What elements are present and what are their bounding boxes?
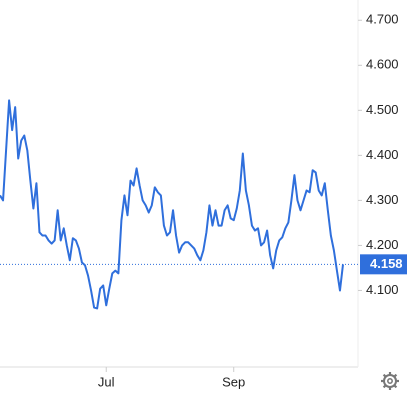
- price-line: [0, 99, 344, 310]
- last-price-label: 4.158: [370, 256, 403, 271]
- x-tick-label: Jul: [98, 374, 115, 389]
- y-tick-label: 4.100: [366, 282, 399, 297]
- gear-teeth: [381, 372, 399, 390]
- gear-hole: [387, 378, 393, 384]
- x-tick-label: Sep: [222, 374, 245, 389]
- y-tick-label: 4.500: [366, 102, 399, 117]
- y-tick-label: 4.300: [366, 192, 399, 207]
- last-price-badge: [360, 254, 407, 275]
- y-tick-label: 4.400: [366, 147, 399, 162]
- settings-icon[interactable]: [381, 372, 399, 390]
- y-tick-label: 4.600: [366, 57, 399, 72]
- y-tick-label: 4.700: [366, 12, 399, 27]
- y-tick-label: 4.200: [366, 237, 399, 252]
